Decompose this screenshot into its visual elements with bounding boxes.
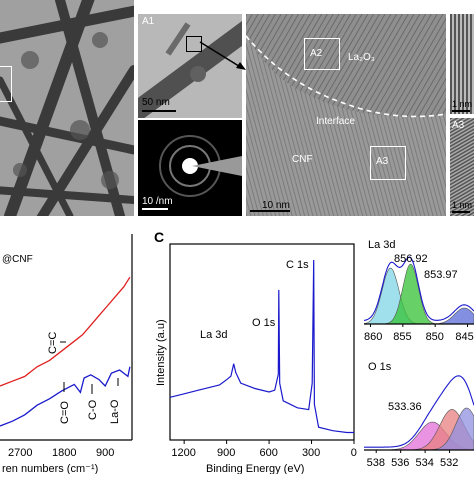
la3d-peak1: 856.92	[394, 253, 428, 265]
fiber-image	[0, 0, 134, 216]
a3-label: A3	[376, 156, 389, 167]
zoom-arrow	[199, 41, 246, 70]
a2-zoom-scale-bar	[452, 110, 470, 112]
o1s-envelope	[364, 375, 474, 448]
a3-box	[370, 146, 406, 180]
saed-pattern	[138, 120, 242, 216]
zoom-box	[0, 66, 12, 102]
xps-series-line-0	[169, 259, 354, 434]
a3-zoom-panel: A3 1 nm	[450, 118, 474, 216]
xps-xtick-900: 900	[217, 447, 235, 459]
a2-zoom-lattice	[450, 14, 474, 114]
a3-zoom-lattice	[450, 118, 474, 216]
ftir-chart: @CNF C=C C=O C-O La-O 2700 1800 900 ren …	[0, 234, 133, 475]
interface-label: Interface	[316, 116, 355, 127]
hrtem-lattice	[246, 14, 446, 216]
ftir-xtick-900: 900	[96, 447, 114, 459]
o1s-peak1: 533.36	[388, 401, 422, 413]
peak-label-c-eq-o: C=O	[59, 401, 71, 424]
xps-survey-plot: C Intensity (a.u) La 3d O 1s C 1s 1200 90…	[148, 226, 360, 475]
la3d-peak2: 853.97	[424, 269, 458, 281]
saed-scale-text: 10 /nm	[142, 196, 173, 207]
a2-box	[304, 38, 340, 70]
xps-xtick-0: 0	[351, 447, 357, 459]
a2-zoom-panel: 1 nm	[450, 14, 474, 114]
la2o3-label: La₂O₃	[348, 52, 375, 63]
la3d-chart: La 3d 856.92 853.97 860 855 850 845	[363, 239, 474, 343]
xps-peak-c1s: C 1s	[286, 259, 309, 271]
cnf-label: CNF	[292, 154, 313, 165]
a2-label: A2	[310, 48, 323, 59]
o1s-plot: O 1s 533.36 538 536 534 532	[364, 356, 474, 474]
xps-peak-la3d: La 3d	[200, 329, 228, 341]
saed-panel: 10 /nm	[138, 120, 242, 216]
a3-zoom-scale-bar	[452, 211, 470, 213]
ftir-legend-bottom: @CNF	[2, 254, 33, 265]
o1s-xtick-532: 532	[440, 457, 458, 469]
la3d-xtick-845: 845	[455, 331, 473, 343]
a1-zoom-box	[186, 36, 202, 52]
hrtem-scale-text: 10 nm	[262, 200, 290, 211]
ftir-series-line-1	[0, 366, 131, 427]
a1-label: A1	[142, 16, 155, 27]
xps-xtick-1200: 1200	[171, 447, 195, 459]
hrtem-panel: A2 La₂O₃ Interface CNF A3 10 nm	[246, 14, 446, 216]
xps-xtick-600: 600	[259, 447, 277, 459]
panel-letter-c: C	[154, 229, 164, 245]
ftir-series-line-0	[0, 276, 131, 387]
a1-scale-text: 50 nm	[142, 97, 170, 108]
xps-xlabel: Binding Energy (eV)	[206, 463, 304, 474]
o1s-xtick-538: 538	[367, 457, 385, 469]
ftir-xtick-2700: 2700	[8, 447, 32, 459]
tem-panel-a1: A1 50 nm	[138, 14, 242, 118]
saed-scale-bar	[142, 208, 168, 210]
o1s-title: O 1s	[368, 361, 392, 373]
la3d-xtick-860: 860	[364, 331, 382, 343]
ftir-xlabel: ren numbers (cm⁻¹)	[2, 463, 98, 474]
o1s-chart: O 1s 533.36 538 536 534 532	[364, 361, 474, 469]
la3d-envelope	[363, 256, 474, 321]
peak-label-la-o: La-O	[109, 399, 121, 424]
a3-zoom-label: A3	[452, 120, 465, 131]
a1-scale-bar	[142, 110, 176, 112]
la3d-xtick-855: 855	[393, 331, 411, 343]
xps-xtick-300: 300	[302, 447, 320, 459]
peak-label-c-o: C-O	[87, 399, 99, 420]
xps-peak-o1s: O 1s	[252, 317, 276, 329]
hrtem-scale-bar	[250, 210, 290, 212]
o1s-xtick-536: 536	[391, 457, 409, 469]
a2-zoom-scale-text: 1 nm	[452, 99, 473, 109]
o1s-xtick-534: 534	[416, 457, 434, 469]
la3d-xtick-850: 850	[426, 331, 444, 343]
a3-zoom-scale-text: 1 nm	[452, 200, 473, 210]
xps-ylabel: Intensity (a.u)	[155, 319, 167, 386]
tem-panel-fibers	[0, 0, 134, 216]
xps-survey-chart: C Intensity (a.u) La 3d O 1s C 1s 1200 90…	[154, 229, 357, 475]
la3d-plot: La 3d 856.92 853.97 860 855 850 845	[363, 234, 474, 352]
a1-image	[138, 14, 242, 118]
peak-label-c-eq-c: C=C	[47, 332, 59, 354]
ftir-plot: @CNF C=C C=O C-O La-O 2700 1800 900 ren …	[0, 234, 142, 475]
ftir-xtick-1800: 1800	[52, 447, 76, 459]
la3d-title: La 3d	[368, 239, 396, 251]
